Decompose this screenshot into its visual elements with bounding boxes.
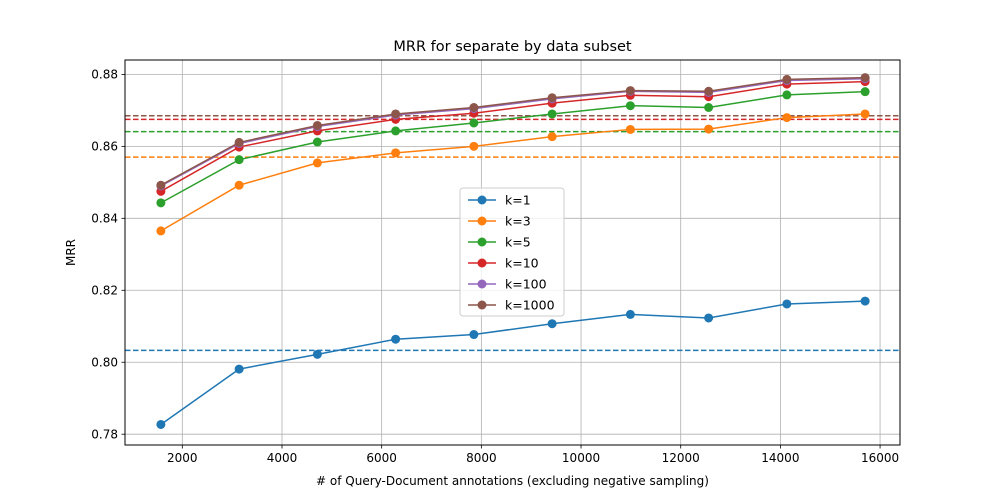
x-tick-label: 2000 bbox=[167, 451, 198, 465]
data-point-k=5 bbox=[547, 109, 557, 119]
data-point-k=1000 bbox=[312, 120, 322, 130]
series-k=1000 bbox=[156, 73, 870, 190]
data-point-k=1 bbox=[312, 349, 322, 359]
baseline-layer bbox=[125, 115, 900, 352]
data-point-k=5 bbox=[156, 198, 166, 208]
data-point-k=3 bbox=[625, 124, 635, 134]
series-line-k=5 bbox=[160, 90, 866, 204]
data-point-k=1 bbox=[156, 419, 166, 429]
x-tick-label: 16000 bbox=[861, 451, 899, 465]
legend-label: k=3 bbox=[505, 214, 531, 229]
x-tick-label: 14000 bbox=[761, 451, 799, 465]
y-tick-label: 0.78 bbox=[91, 428, 118, 442]
data-point-k=1 bbox=[547, 319, 557, 329]
data-point-k=1000 bbox=[860, 73, 870, 83]
y-axis-title: MRR bbox=[64, 239, 78, 266]
y-axis-ticks: 0.78 0.80 0.82 0.84 0.86 0.88 bbox=[91, 68, 125, 442]
data-point-k=1 bbox=[234, 364, 244, 374]
chart-title: MRR for separate by data subset bbox=[393, 39, 632, 55]
series-line-k=10 bbox=[160, 80, 866, 192]
x-tick-label: 8000 bbox=[466, 451, 497, 465]
series-line-k=1 bbox=[160, 300, 866, 426]
series-line-k=1000 bbox=[160, 76, 866, 186]
data-point-k=5 bbox=[860, 87, 870, 97]
x-tick-label: 6000 bbox=[366, 451, 397, 465]
x-tick-label: 12000 bbox=[662, 451, 700, 465]
data-point-k=1000 bbox=[625, 86, 635, 96]
series-k=5 bbox=[156, 87, 870, 208]
data-point-k=1000 bbox=[391, 109, 401, 119]
data-point-k=3 bbox=[782, 113, 792, 123]
data-point-k=1000 bbox=[782, 74, 792, 84]
data-point-k=1000 bbox=[469, 102, 479, 112]
legend-swatch-marker bbox=[477, 195, 487, 205]
data-point-k=5 bbox=[234, 155, 244, 165]
data-point-k=1 bbox=[625, 309, 635, 319]
plot-frame bbox=[124, 59, 901, 446]
data-point-k=3 bbox=[547, 132, 557, 142]
legend-label: k=1 bbox=[505, 193, 531, 208]
data-point-k=1 bbox=[391, 334, 401, 344]
legend: k=1 k=3 k=5 k=10 k=100 k=1000 bbox=[459, 187, 565, 317]
data-point-k=5 bbox=[782, 90, 792, 100]
legend-label: k=1000 bbox=[505, 298, 555, 313]
y-tick-label: 0.82 bbox=[91, 284, 118, 298]
data-point-k=1 bbox=[704, 313, 714, 323]
series-k=3 bbox=[156, 109, 870, 236]
data-point-k=1000 bbox=[547, 93, 557, 103]
data-point-k=1000 bbox=[704, 86, 714, 96]
x-tick-label: 4000 bbox=[267, 451, 298, 465]
y-tick-label: 0.84 bbox=[91, 212, 118, 226]
legend-swatch-marker bbox=[477, 300, 487, 310]
data-point-k=5 bbox=[312, 137, 322, 147]
data-point-k=5 bbox=[391, 126, 401, 136]
data-point-k=1 bbox=[860, 296, 870, 306]
series-k=1 bbox=[156, 296, 870, 429]
data-point-k=3 bbox=[860, 109, 870, 119]
data-point-k=1000 bbox=[234, 137, 244, 147]
series-line-k=3 bbox=[160, 113, 866, 232]
y-tick-label: 0.80 bbox=[91, 356, 118, 370]
data-point-k=1 bbox=[469, 330, 479, 340]
x-axis-title: # of Query-Document annotations (excludi… bbox=[316, 474, 709, 488]
legend-label: k=10 bbox=[505, 256, 539, 271]
series-layer bbox=[156, 73, 870, 429]
data-point-k=1000 bbox=[156, 180, 166, 190]
y-tick-label: 0.88 bbox=[91, 68, 118, 82]
data-point-k=3 bbox=[234, 180, 244, 190]
data-point-k=5 bbox=[469, 118, 479, 128]
data-point-k=5 bbox=[625, 101, 635, 111]
data-point-k=3 bbox=[391, 148, 401, 158]
data-point-k=3 bbox=[469, 141, 479, 151]
legend-swatch-marker bbox=[477, 258, 487, 268]
legend-swatch-marker bbox=[477, 279, 487, 289]
data-point-k=3 bbox=[156, 226, 166, 236]
x-tick-label: 10000 bbox=[562, 451, 600, 465]
data-point-k=3 bbox=[704, 124, 714, 134]
data-point-k=5 bbox=[704, 102, 714, 112]
data-point-k=1 bbox=[782, 299, 792, 309]
legend-swatch-marker bbox=[477, 216, 487, 226]
legend-label: k=5 bbox=[505, 235, 531, 250]
y-tick-label: 0.86 bbox=[91, 140, 118, 154]
x-axis-ticks: 2000 4000 6000 8000 10000 12000 14000 16000 bbox=[167, 445, 899, 465]
legend-swatch-marker bbox=[477, 237, 487, 247]
series-line-k=100 bbox=[160, 77, 866, 187]
data-point-k=3 bbox=[312, 158, 322, 168]
legend-label: k=100 bbox=[505, 277, 547, 292]
